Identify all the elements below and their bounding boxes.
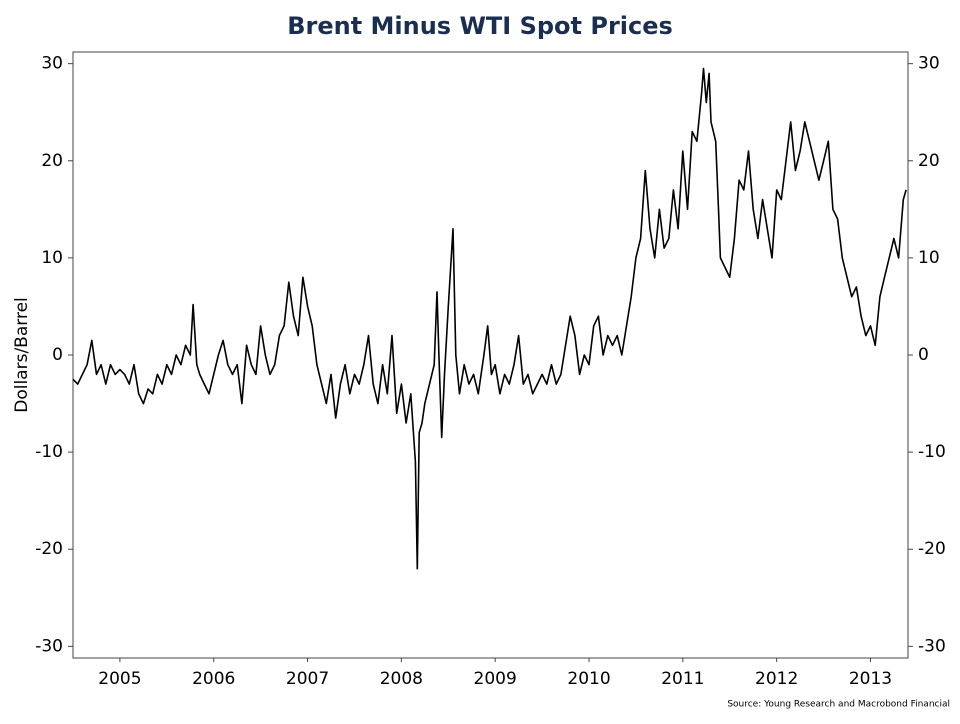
y-tick-label: -30 [35,636,63,656]
y-tick-label: 0 [52,345,63,365]
x-tick-label: 2008 [380,669,423,689]
x-tick-label: 2006 [192,669,235,689]
x-tick-label: 2011 [661,669,704,689]
y-tick-label: -10 [35,442,63,462]
y-tick-label: 20 [41,151,63,171]
y-tick-label: -20 [35,539,63,559]
y-axis-label: Dollars/Barrel [12,297,32,413]
x-tick-label: 2013 [849,669,892,689]
data-line [72,67,907,570]
x-tick-label: 2009 [474,669,517,689]
source-note: Source: Young Research and Macrobond Fin… [727,700,950,710]
x-tick-label: 2010 [567,669,610,689]
y2-tick-label: 30 [918,54,940,74]
x-tick-label: 2007 [286,669,329,689]
y2-tick-label: -10 [918,442,946,462]
x-tick-label: 2012 [755,669,798,689]
y2-tick-label: -20 [918,539,946,559]
y2-tick-label: 20 [918,151,940,171]
y2-tick-label: 0 [918,345,929,365]
y-tick-label: 10 [41,248,63,268]
x-tick-label: 2005 [98,669,141,689]
y-tick-label: 30 [41,54,63,74]
y2-tick-label: 10 [918,248,940,268]
y2-tick-label: -30 [918,636,946,656]
chart-title: Brent Minus WTI Spot Prices [287,12,673,40]
